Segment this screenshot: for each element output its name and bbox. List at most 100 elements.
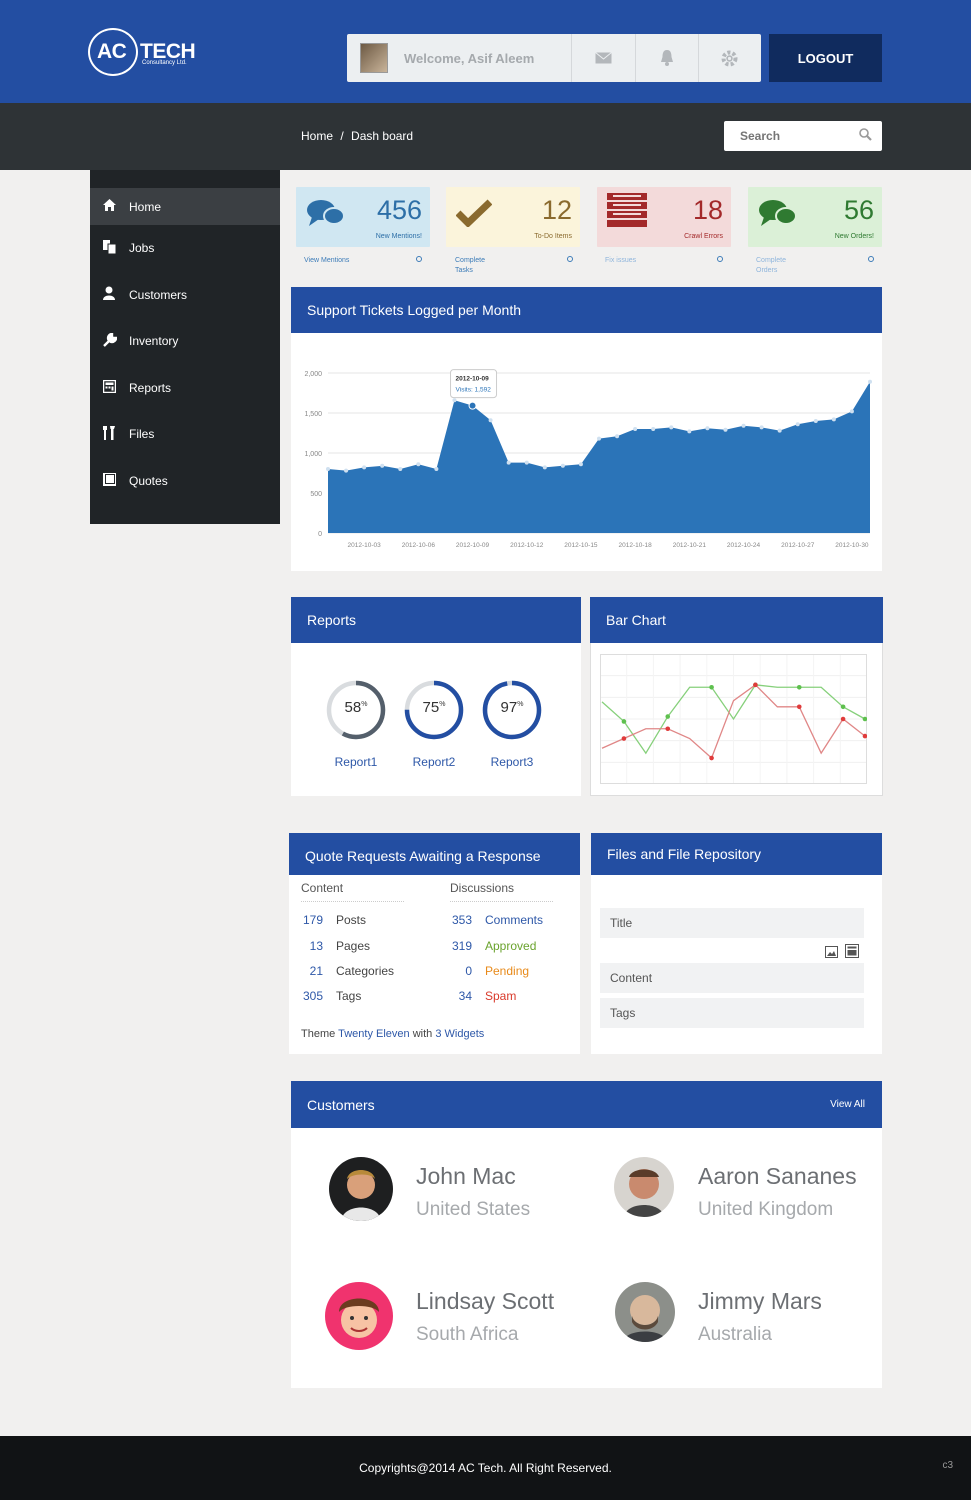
panel-header: Support Tickets Logged per Month xyxy=(291,287,882,333)
data-point xyxy=(840,704,846,710)
report-donut-2[interactable]: 75% xyxy=(403,679,465,741)
content-row-pages[interactable]: 13 Pages xyxy=(309,939,371,953)
complete-tasks-link[interactable]: Complete Tasks xyxy=(455,256,573,276)
data-point xyxy=(687,429,692,434)
bar-chart-plot[interactable] xyxy=(600,654,867,784)
title-field[interactable]: Title xyxy=(600,908,864,938)
data-point xyxy=(796,704,802,710)
search-icon[interactable] xyxy=(859,128,872,144)
data-point xyxy=(380,463,385,468)
report-link-2[interactable]: Report2 xyxy=(412,755,456,769)
report-donut-3[interactable]: 97% xyxy=(481,679,543,741)
customer-avatar[interactable] xyxy=(325,1282,393,1350)
theme-link[interactable]: Twenty Eleven xyxy=(338,1028,410,1040)
stat-subtitle: Crawl Errors xyxy=(684,233,723,240)
stat-card-mentions[interactable]: 456 New Mentions! xyxy=(296,187,430,247)
list-icon xyxy=(607,193,647,234)
data-point xyxy=(777,428,782,433)
x-tick-label: 2012-10-30 xyxy=(835,542,869,549)
complete-orders-link[interactable]: Complete Orders xyxy=(756,256,874,276)
customer-avatar[interactable] xyxy=(615,1282,675,1342)
support-area-chart[interactable]: 0 500 1,000 1,500 2,000 2012-10-03 2012-10-06 2… xyxy=(291,333,882,571)
view-all-link[interactable]: View All xyxy=(830,1099,865,1110)
panel-header: Reports xyxy=(291,597,581,643)
data-point xyxy=(468,401,477,410)
panel-header: Bar Chart xyxy=(590,597,883,643)
sidebar-item-customers[interactable]: Customers xyxy=(90,272,280,319)
link-text: Complete Orders xyxy=(756,257,786,274)
logo[interactable]: AC TECH Consultancy Ltd. xyxy=(88,28,208,78)
discussion-row-spam[interactable]: 34 Spam xyxy=(458,989,517,1003)
stat-card-todo[interactable]: 12 To-Do Items xyxy=(446,187,580,247)
sidebar-item-inventory[interactable]: Inventory xyxy=(90,318,280,365)
chat-bubbles-icon xyxy=(758,199,798,236)
y-tick-label: 2,000 xyxy=(304,371,322,378)
data-point xyxy=(578,462,583,467)
sidebar-item-files[interactable]: Files xyxy=(90,411,280,458)
sidebar-item-label: Jobs xyxy=(129,241,155,256)
customer-name[interactable]: John Mac xyxy=(416,1163,516,1189)
circle-arrow-icon xyxy=(416,256,422,262)
donut-progress xyxy=(404,680,464,740)
report-donut-1[interactable]: 58% xyxy=(325,679,387,741)
panel-title: Quote Requests Awaiting a Response xyxy=(305,848,541,864)
content-row-posts[interactable]: 179 Posts xyxy=(302,913,367,927)
report-link-3[interactable]: Report3 xyxy=(490,755,534,769)
logout-button[interactable]: LOGOUT xyxy=(769,34,882,82)
sidebar-item-jobs[interactable]: Jobs xyxy=(90,225,280,272)
customer-country: Australia xyxy=(698,1324,772,1345)
sidebar-item-home[interactable]: Home xyxy=(90,188,280,225)
customer-name[interactable]: Jimmy Mars xyxy=(698,1288,822,1314)
media-icon[interactable] xyxy=(845,944,859,963)
breadcrumb: Home / Dash board xyxy=(301,129,413,143)
discussion-row-pending[interactable]: 0 Pending xyxy=(465,964,530,978)
stat-card-errors[interactable]: 18 Crawl Errors xyxy=(597,187,731,247)
chat-bubbles-icon xyxy=(306,199,346,236)
sidebar-item-reports[interactable]: Reports xyxy=(90,365,280,412)
widgets-link[interactable]: 3 Widgets xyxy=(435,1028,485,1040)
logo-tagline: Consultancy Ltd. xyxy=(142,60,187,66)
sidebar-item-label: Reports xyxy=(129,380,172,395)
customer-avatar[interactable] xyxy=(329,1157,393,1221)
data-point xyxy=(560,463,565,468)
sidebar-item-quotes[interactable]: Quotes xyxy=(90,458,280,505)
content-row-tags[interactable]: 305 Tags xyxy=(302,989,362,1003)
customer-avatar[interactable] xyxy=(614,1157,674,1217)
stat-card-orders[interactable]: 56 New Orders! xyxy=(748,187,882,247)
theme-info: Theme Twenty Eleven with 3 Widgets xyxy=(301,1028,485,1040)
data-point xyxy=(795,422,800,427)
discussion-row-comments[interactable]: 353 Comments xyxy=(451,913,544,927)
breadcrumb-home[interactable]: Home xyxy=(301,129,334,143)
mail-icon[interactable] xyxy=(571,34,634,82)
customer-name[interactable]: Lindsay Scott xyxy=(416,1288,555,1314)
discussion-row-approved[interactable]: 319 Approved xyxy=(451,939,537,953)
data-point xyxy=(362,465,367,470)
view-mentions-link[interactable]: View Mentions xyxy=(304,256,422,266)
customer-name[interactable]: Aaron Sananes xyxy=(698,1163,857,1189)
breadcrumb-current: Dash board xyxy=(351,129,414,143)
data-point xyxy=(796,684,802,690)
data-point xyxy=(434,467,439,471)
gear-icon[interactable] xyxy=(697,34,761,82)
data-point xyxy=(753,682,758,688)
logo-text-right: TECH xyxy=(140,40,196,63)
data-point xyxy=(651,427,656,431)
tags-field[interactable]: Tags xyxy=(600,998,864,1028)
panel-title: Bar Chart xyxy=(606,612,666,628)
data-point xyxy=(506,460,511,465)
book-icon xyxy=(103,472,129,489)
search-input[interactable] xyxy=(740,129,850,143)
panel-title: Support Tickets Logged per Month xyxy=(307,302,522,318)
link-text: View Mentions xyxy=(304,257,350,264)
content-row-categories[interactable]: 21 Categories xyxy=(309,964,395,978)
content-field[interactable]: Content xyxy=(600,963,864,993)
donut-progress xyxy=(326,680,386,740)
report-link-1[interactable]: Report1 xyxy=(334,755,378,769)
area-series xyxy=(328,381,870,533)
user-avatar[interactable] xyxy=(360,43,389,73)
tools-icon xyxy=(103,425,129,443)
x-tick-label: 2012-10-21 xyxy=(673,542,707,549)
bell-icon[interactable] xyxy=(634,34,698,82)
image-icon[interactable] xyxy=(825,945,838,963)
fix-issues-link[interactable]: Fix issues xyxy=(605,256,723,266)
